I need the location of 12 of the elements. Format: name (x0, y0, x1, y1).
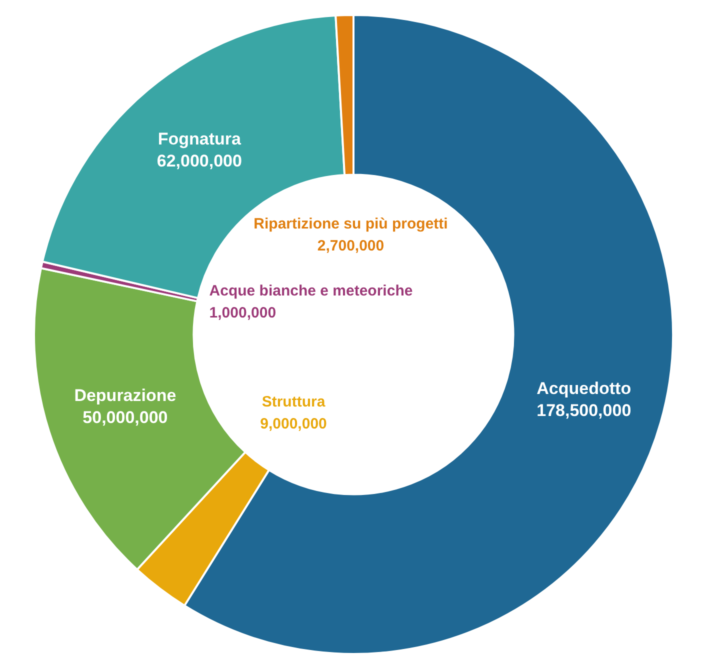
data-label: 62,000,000 (156, 152, 242, 171)
data-label: 178,500,000 (536, 401, 632, 420)
slice-label: Ripartizione su più progetti (254, 216, 448, 233)
slice-label: Acque bianche e meteoriche (209, 282, 413, 300)
data-label: 50,000,000 (82, 408, 168, 428)
slice-label: Fognatura (158, 130, 242, 149)
slice-label: Depurazione (74, 386, 176, 406)
data-label: 2,700,000 (317, 238, 384, 255)
data-label: 9,000,000 (260, 415, 327, 432)
slice-label: Acquedotto (536, 379, 632, 398)
data-label: 1,000,000 (209, 304, 276, 322)
slice-label: Struttura (262, 393, 326, 410)
